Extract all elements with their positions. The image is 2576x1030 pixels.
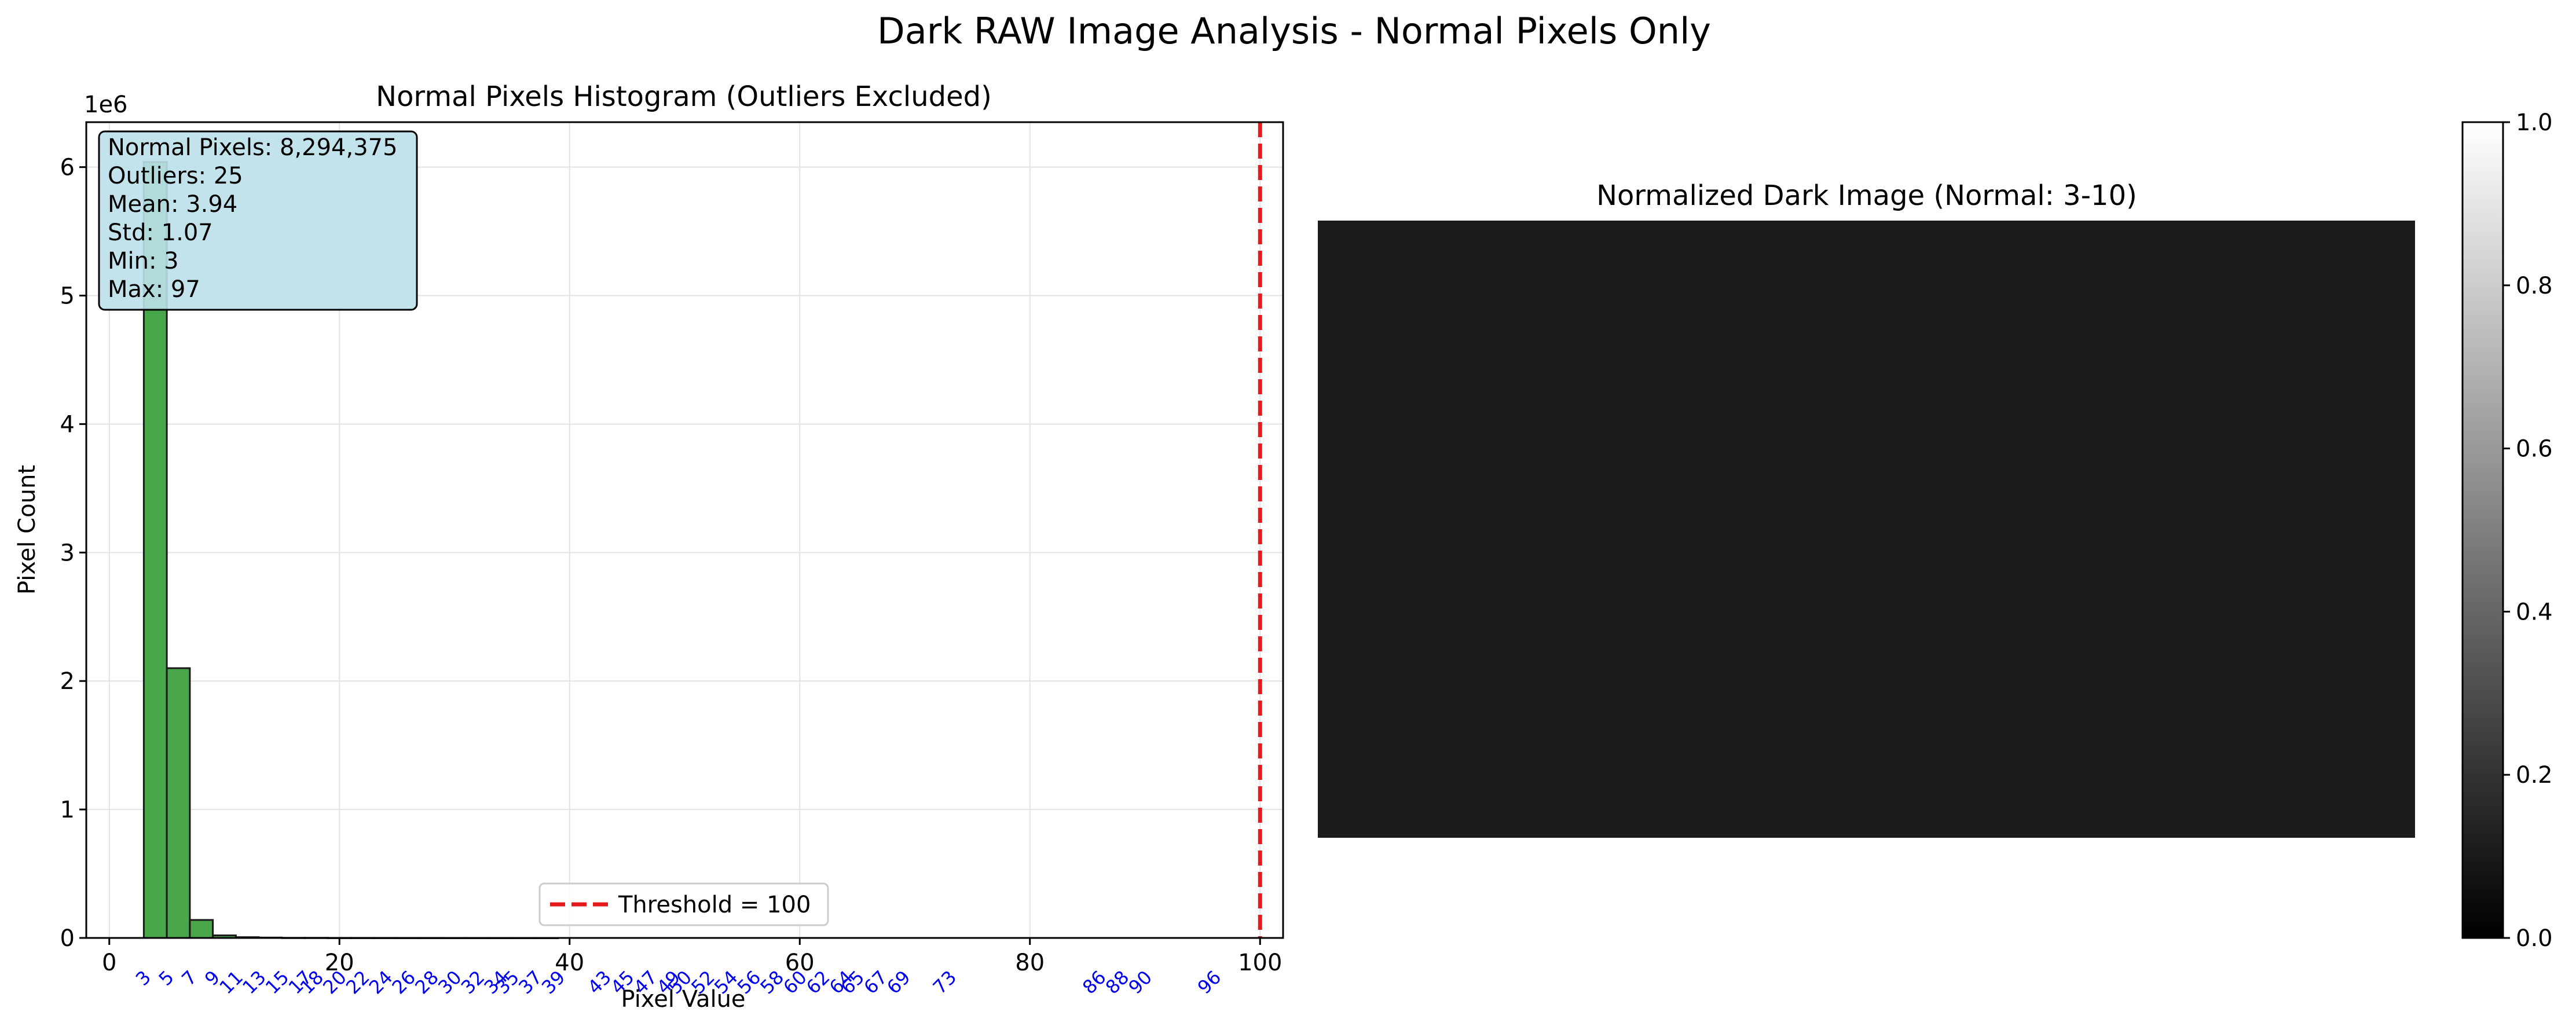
- y-tick-label: 3: [60, 540, 75, 566]
- histogram-title: Normal Pixels Histogram (Outliers Exclud…: [376, 80, 992, 113]
- x-tick-label: 20: [325, 950, 354, 976]
- figure-title: Dark RAW Image Analysis - Normal Pixels …: [877, 10, 1711, 52]
- x-tick-label: 100: [1238, 950, 1282, 976]
- colorbar-tick-label: 0.8: [2516, 273, 2553, 299]
- colorbar-tick-label: 0.6: [2516, 436, 2553, 463]
- image-title: Normalized Dark Image (Normal: 3-10): [1596, 179, 2137, 212]
- colorbar-tick-label: 0.0: [2516, 925, 2553, 952]
- x-axis-ticks: 0 20 40 60 80 100: [102, 938, 1282, 976]
- colorbar-frame: [2461, 121, 2504, 939]
- stats-box-background: [98, 130, 418, 311]
- colorbar-tick-label: 0.2: [2516, 762, 2553, 789]
- histogram-bar: [166, 667, 191, 939]
- stats-box: Normal Pixels: 8,294,375 Outliers: 25 Me…: [98, 130, 418, 311]
- y-tick-label: 5: [60, 283, 75, 310]
- x-tick-label: 60: [785, 950, 815, 976]
- y-tick-label: 0: [60, 925, 75, 952]
- histogram-panel: Normal Pixels Histogram (Outliers Exclud…: [14, 80, 1284, 1013]
- stats-outliers: Outliers: 25: [108, 163, 243, 189]
- normalized-dark-image: [1318, 221, 2415, 838]
- stats-std: Std: 1.07: [108, 219, 213, 246]
- colorbar-tick-label: 0.4: [2516, 599, 2553, 625]
- y-tick-label: 4: [60, 411, 75, 438]
- colorbar-gradient: [2463, 122, 2503, 938]
- stats-normal-pixels: Normal Pixels: 8,294,375: [108, 134, 398, 161]
- stats-min: Min: 3: [108, 248, 179, 274]
- y-tick-label: 2: [60, 668, 75, 695]
- y-axis-multiplier: 1e6: [84, 91, 128, 118]
- x-tick-label: 0: [102, 950, 116, 976]
- y-tick-label: 6: [60, 155, 75, 181]
- histogram-bar: [189, 919, 214, 939]
- stats-mean: Mean: 3.94: [108, 191, 237, 218]
- y-tick-label: 1: [60, 797, 75, 823]
- stats-max: Max: 97: [108, 276, 200, 303]
- colorbar: 0.0 0.2 0.4 0.6 0.8 1.0: [2461, 109, 2553, 952]
- x-axis-label: Pixel Value: [621, 986, 745, 1013]
- x-tick-label: 40: [555, 950, 584, 976]
- image-panel: Normalized Dark Image (Normal: 3-10): [1318, 179, 2415, 838]
- histogram-plot-frame: [85, 121, 1284, 939]
- colorbar-ticks: 0.0 0.2 0.4 0.6 0.8 1.0: [2503, 109, 2553, 952]
- y-axis-ticks: 0 1 2 3 4 5 6: [60, 155, 86, 952]
- x-tick-label: 80: [1015, 950, 1045, 976]
- colorbar-tick-label: 1.0: [2516, 109, 2553, 136]
- legend-threshold-label: Threshold = 100: [618, 892, 811, 918]
- y-axis-label: Pixel Count: [14, 465, 41, 595]
- legend-box: [538, 882, 829, 926]
- legend: Threshold = 100: [538, 882, 829, 926]
